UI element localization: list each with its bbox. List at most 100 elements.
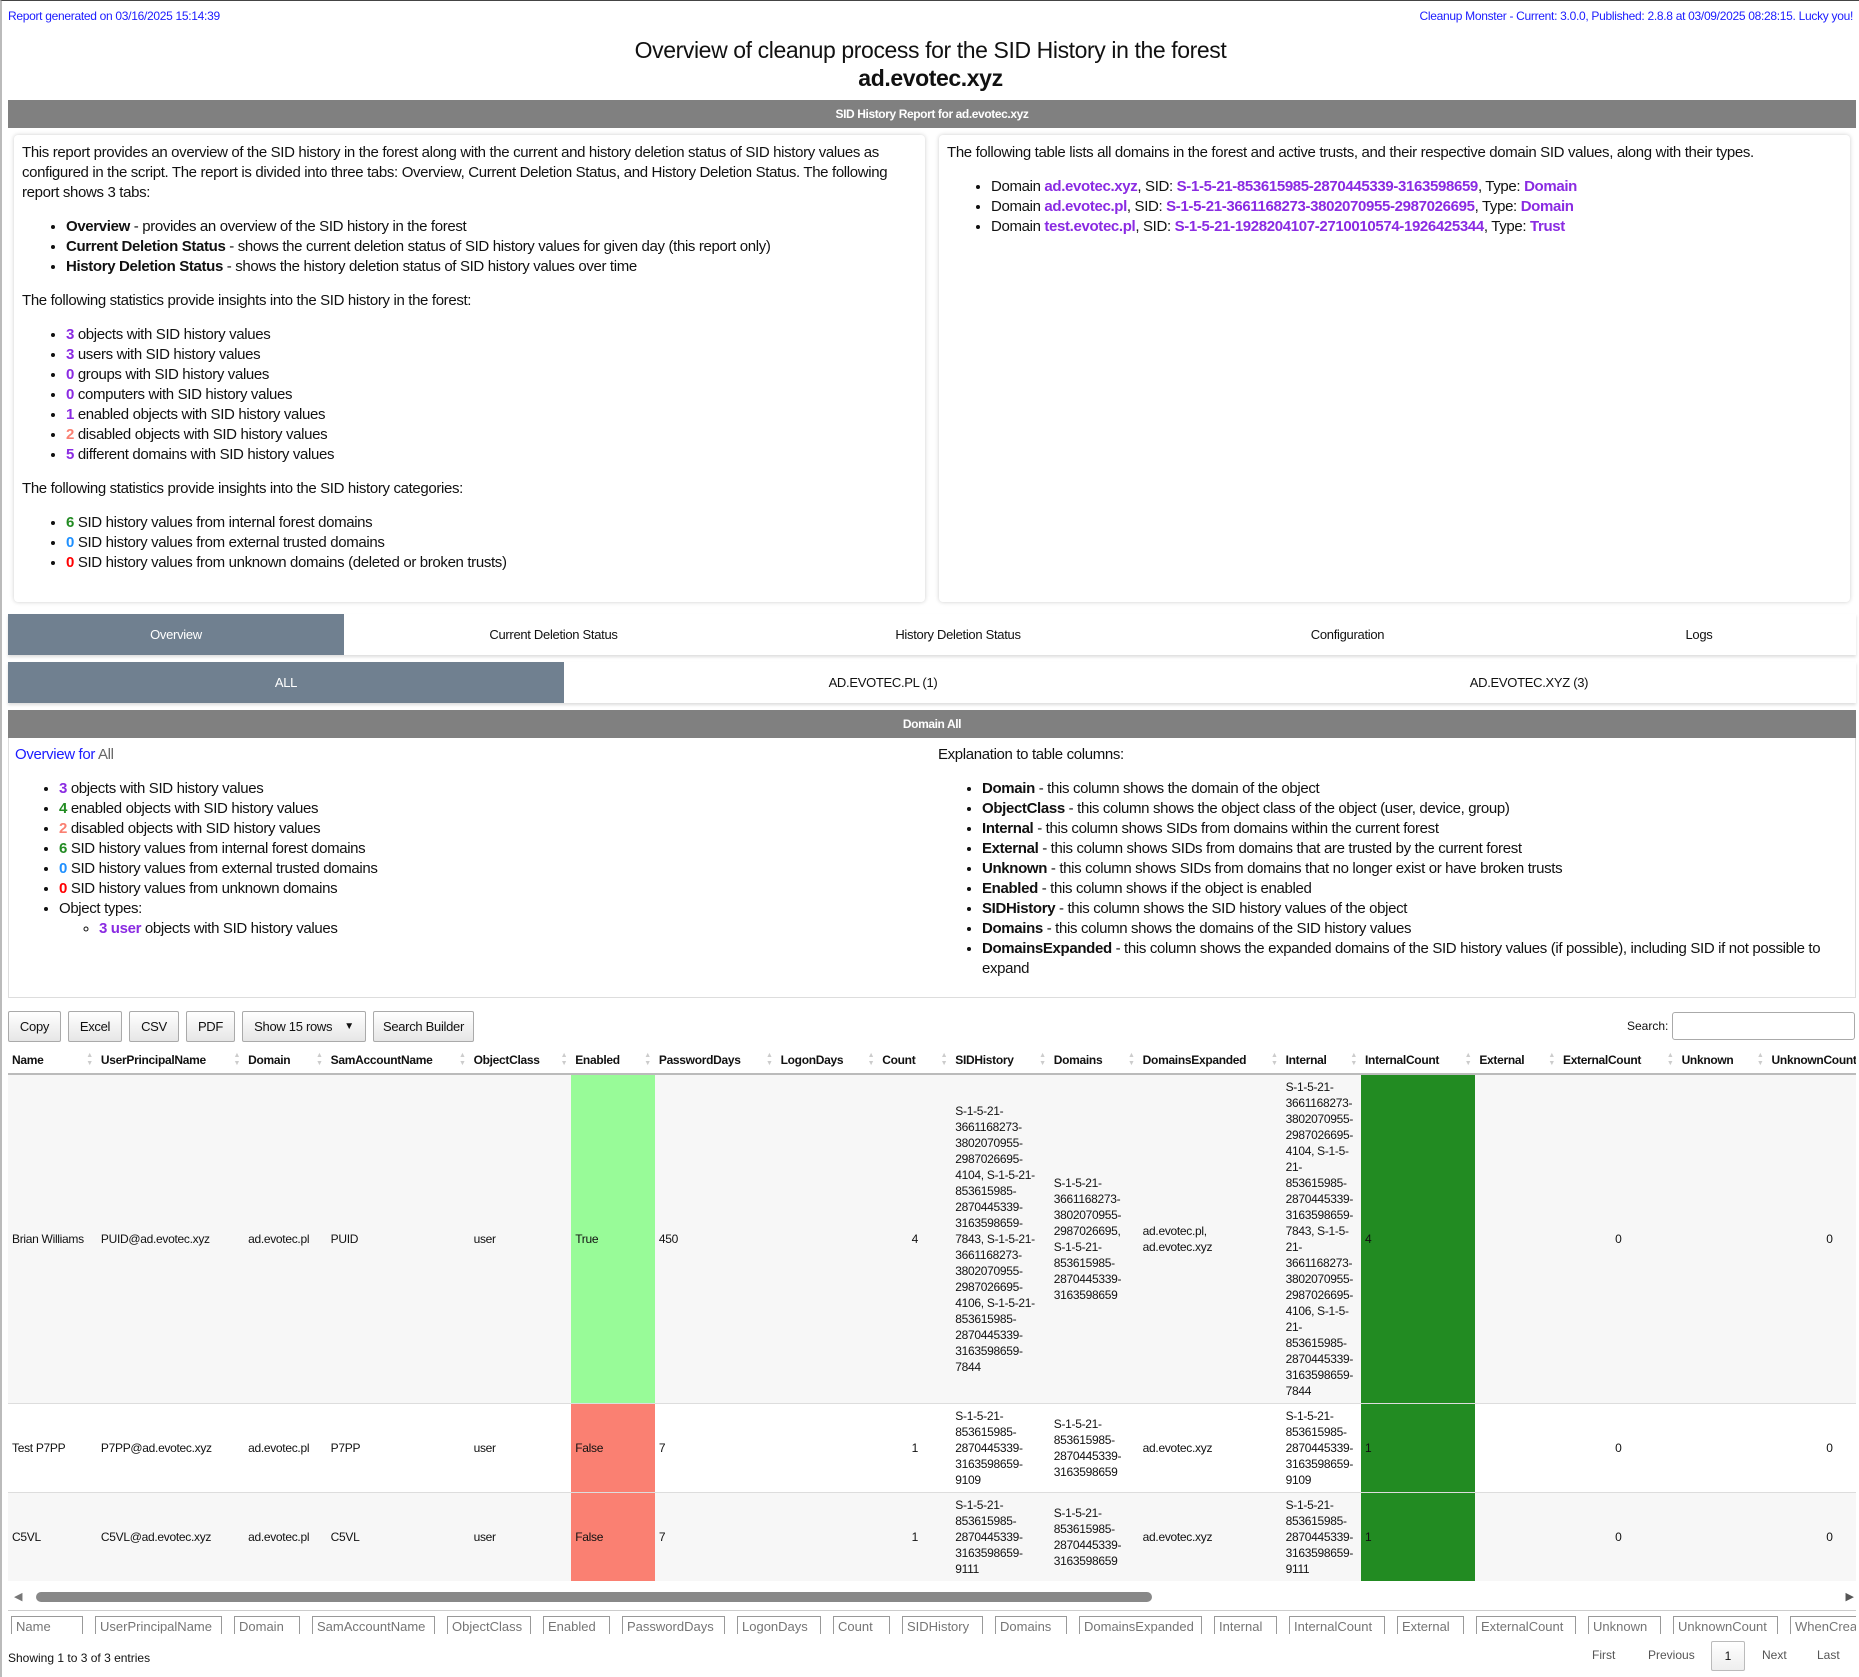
object-types-label: Object types: bbox=[59, 900, 142, 917]
sort-icon[interactable]: ▲ ▼ bbox=[1464, 1052, 1472, 1067]
column-header-sidhistory[interactable]: SIDHistory ▲ ▼ bbox=[951, 1047, 1050, 1075]
overview-list: 3 objects with SID history values4 enabl… bbox=[59, 779, 915, 939]
sort-icon[interactable]: ▲ ▼ bbox=[1548, 1052, 1555, 1067]
stat-value: 2 bbox=[66, 426, 74, 443]
column-header-name[interactable]: Name ▲ ▼ bbox=[8, 1047, 97, 1075]
filter-enabled[interactable] bbox=[543, 1616, 610, 1634]
filter-externalcount[interactable] bbox=[1476, 1616, 1576, 1634]
filter-domains[interactable] bbox=[995, 1616, 1067, 1634]
filter-samaccountname[interactable] bbox=[312, 1616, 435, 1634]
right-panel: The following table lists all domains in… bbox=[939, 135, 1850, 602]
column-header-unknowncount[interactable]: UnknownCount▲▼ bbox=[1767, 1047, 1856, 1075]
column-header-userprincipalname[interactable]: UserPrincipalName ▲ ▼ bbox=[96, 1047, 245, 1075]
sort-icon[interactable]: ▲ ▼ bbox=[1666, 1052, 1674, 1067]
sort-icon[interactable]: ▲ ▼ bbox=[1350, 1052, 1357, 1067]
sort-icon[interactable]: ▲ ▼ bbox=[458, 1052, 466, 1067]
column-header-domainsexpanded[interactable]: DomainsExpanded ▲ ▼ bbox=[1138, 1047, 1282, 1075]
domain-name[interactable]: ad.evotec.pl bbox=[1044, 198, 1127, 215]
item-text: - this column shows the expanded domains… bbox=[982, 940, 1821, 977]
csv-button[interactable]: CSV bbox=[129, 1011, 179, 1042]
column-header-logondays[interactable]: LogonDays ▲ ▼ bbox=[776, 1047, 879, 1075]
sort-icon[interactable]: ▲ ▼ bbox=[940, 1052, 948, 1067]
table-row[interactable]: Brian Williams PUID@ad.evotec.xyz ad.evote… bbox=[8, 1073, 1856, 1404]
filter-objectclass[interactable] bbox=[447, 1616, 531, 1634]
sort-icon[interactable]: ▲ ▼ bbox=[867, 1052, 875, 1067]
sort-icon[interactable]: ▲ ▼ bbox=[560, 1052, 568, 1067]
horizontal-scrollbar[interactable]: ◀ ▶ bbox=[10, 1589, 1856, 1605]
filter-internal[interactable] bbox=[1214, 1616, 1277, 1634]
sort-icon[interactable]: ▲ ▼ bbox=[1128, 1052, 1135, 1067]
sort-icon[interactable]: ▲ ▼ bbox=[233, 1052, 241, 1067]
show-rows-dropdown[interactable]: Show 15 rows ▼ bbox=[242, 1011, 366, 1042]
column-header-internalcount[interactable]: InternalCount ▲ ▼ bbox=[1361, 1047, 1476, 1075]
column-header-objectclass[interactable]: ObjectClass ▲ ▼ bbox=[469, 1047, 572, 1075]
search-input[interactable] bbox=[1672, 1012, 1855, 1040]
sort-icon[interactable]: ▲ ▼ bbox=[644, 1052, 651, 1067]
pagination-next[interactable]: Next bbox=[1762, 1648, 1787, 1662]
scroll-left-icon[interactable]: ◀ bbox=[14, 1591, 23, 1603]
tab-current-deletion-status[interactable]: Current Deletion Status bbox=[489, 627, 618, 642]
sort-icon[interactable]: ▲ ▼ bbox=[1039, 1052, 1046, 1067]
column-header-samaccountname[interactable]: SamAccountName ▲ ▼ bbox=[326, 1047, 470, 1075]
domain-name[interactable]: test.evotec.pl bbox=[1044, 218, 1136, 235]
column-header-unknown[interactable]: Unknown ▲ ▼ bbox=[1677, 1047, 1768, 1075]
column-header-passworddays[interactable]: PasswordDays ▲ ▼ bbox=[654, 1047, 777, 1075]
filter-userprincipalname[interactable] bbox=[95, 1616, 222, 1634]
scrollbar-thumb[interactable] bbox=[36, 1592, 1152, 1602]
filter-name[interactable] bbox=[11, 1616, 83, 1634]
tab-overview[interactable]: Overview bbox=[8, 614, 344, 655]
pagination-page-1[interactable]: 1 bbox=[1711, 1641, 1745, 1671]
filter-domainsexpanded[interactable] bbox=[1079, 1616, 1202, 1634]
tab-configuration[interactable]: Configuration bbox=[1310, 627, 1385, 642]
domain-name[interactable]: ad.evotec.xyz bbox=[1044, 178, 1138, 195]
domain-sid: S-1-5-21-1928204107-2710010574-192642534… bbox=[1174, 218, 1485, 235]
show-rows-label: Show 15 rows bbox=[254, 1019, 333, 1034]
column-header-count[interactable]: Count ▲ ▼ bbox=[878, 1047, 952, 1075]
column-header-internal[interactable]: Internal ▲ ▼ bbox=[1281, 1047, 1361, 1075]
copy-button[interactable]: Copy bbox=[8, 1011, 61, 1042]
sort-icon[interactable]: ▲ ▼ bbox=[765, 1052, 773, 1067]
column-title: Internal bbox=[1285, 1053, 1327, 1067]
column-header-externalcount[interactable]: ExternalCount ▲ ▼ bbox=[1558, 1047, 1678, 1075]
filter-count[interactable] bbox=[833, 1616, 890, 1634]
stat-item: 2 disabled objects with SID history valu… bbox=[59, 819, 915, 839]
table-row[interactable]: C5VL C5VL@ad.evotec.xyz ad.evotec.pl C5VL us… bbox=[8, 1492, 1856, 1581]
subtab-ad-evotec-pl-[interactable]: AD.EVOTEC.PL (1) bbox=[828, 675, 938, 690]
cell-domainsexpanded: ad.evotec.xyz bbox=[1138, 1492, 1282, 1581]
excel-button[interactable]: Excel bbox=[68, 1011, 122, 1042]
scroll-right-icon[interactable]: ▶ bbox=[1845, 1591, 1854, 1603]
filter-logondays[interactable] bbox=[737, 1616, 821, 1634]
tab-logs[interactable]: Logs bbox=[1685, 627, 1713, 642]
column-header-external[interactable]: External ▲ ▼ bbox=[1475, 1047, 1559, 1075]
column-header-domain[interactable]: Domain ▲ ▼ bbox=[244, 1047, 327, 1075]
domain-type: Domain bbox=[1524, 178, 1577, 195]
filter-unknowncount[interactable] bbox=[1673, 1616, 1778, 1634]
filter-external[interactable] bbox=[1397, 1616, 1464, 1634]
sort-icon[interactable]: ▲ ▼ bbox=[1756, 1052, 1764, 1067]
cell-domain: ad.evotec.pl bbox=[244, 1403, 327, 1493]
subtab-ad-evotec-xyz-[interactable]: AD.EVOTEC.XYZ (3) bbox=[1469, 675, 1589, 690]
sort-icon[interactable]: ▲ ▼ bbox=[86, 1052, 93, 1067]
sort-icon[interactable]: ▲ ▼ bbox=[316, 1052, 323, 1067]
subtab-all[interactable]: ALL bbox=[8, 662, 564, 703]
pagination-last[interactable]: Last bbox=[1817, 1648, 1840, 1662]
column-header-enabled[interactable]: Enabled ▲ ▼ bbox=[571, 1047, 655, 1075]
column-header-domains[interactable]: Domains ▲ ▼ bbox=[1049, 1047, 1139, 1075]
filter-sidhistory[interactable] bbox=[902, 1616, 983, 1634]
search-builder-button[interactable]: Search Builder bbox=[373, 1011, 474, 1042]
pdf-button[interactable]: PDF bbox=[186, 1011, 235, 1042]
filter-whencreated[interactable] bbox=[1790, 1616, 1856, 1634]
item-term: Domains bbox=[982, 920, 1043, 937]
filter-unknown[interactable] bbox=[1588, 1616, 1661, 1634]
label: , SID: bbox=[1135, 218, 1175, 235]
pagination-previous[interactable]: Previous bbox=[1648, 1648, 1695, 1662]
tab-history-deletion-status[interactable]: History Deletion Status bbox=[895, 627, 1021, 642]
filter-domain[interactable] bbox=[234, 1616, 300, 1634]
pagination-first[interactable]: First bbox=[1592, 1648, 1616, 1662]
filter-internalcount[interactable] bbox=[1289, 1616, 1385, 1634]
sort-icon[interactable]: ▲ ▼ bbox=[1270, 1052, 1278, 1067]
table-row[interactable]: Test P7PP P7PP@ad.evotec.xyz ad.evotec.pl P… bbox=[8, 1403, 1856, 1493]
caret-down-icon: ▼ bbox=[344, 1021, 354, 1032]
filter-passworddays[interactable] bbox=[622, 1616, 725, 1634]
stat-text: SID history values from external trusted… bbox=[74, 534, 385, 551]
